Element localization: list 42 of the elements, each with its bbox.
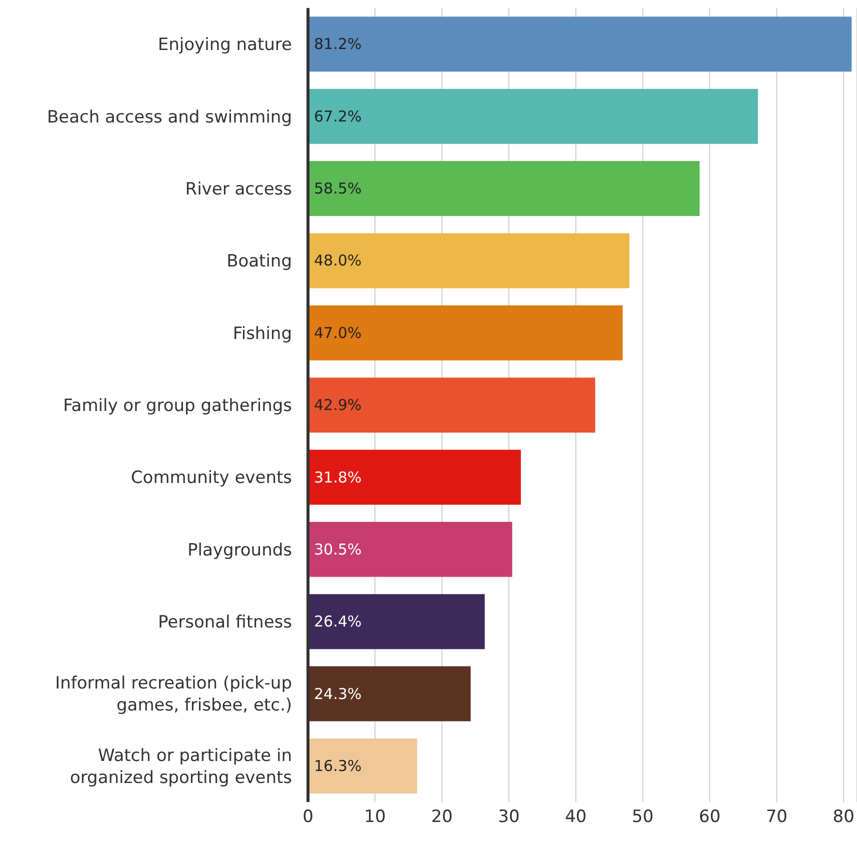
y-tick-label: Personal fitness — [158, 612, 292, 633]
bar — [308, 305, 623, 360]
y-tick-label: River access — [185, 179, 292, 200]
data-label: 47.0% — [314, 324, 362, 342]
bar — [308, 161, 700, 216]
data-label: 26.4% — [314, 612, 362, 631]
bar — [308, 738, 418, 794]
data-label: 58.5% — [314, 180, 362, 198]
data-label: 42.9% — [314, 396, 362, 414]
data-label: 24.3% — [314, 684, 362, 703]
x-tick-label: 20 — [431, 807, 453, 828]
data-label: 30.5% — [314, 540, 362, 558]
bar — [308, 378, 596, 433]
bar — [308, 88, 758, 144]
data-label: 67.2% — [314, 107, 362, 126]
bar — [308, 522, 512, 577]
y-tick-label: Family or group gatherings — [63, 396, 292, 416]
bar — [308, 666, 471, 722]
data-label: 81.2% — [314, 35, 362, 54]
x-tick-label: 60 — [698, 807, 721, 828]
bar — [308, 594, 485, 650]
data-label: 48.0% — [314, 252, 362, 270]
x-tick-label: 30 — [498, 807, 520, 828]
x-tick-label: 40 — [564, 807, 587, 828]
bar — [308, 233, 630, 288]
bar — [308, 16, 852, 72]
y-tick-label: Boating — [226, 252, 292, 272]
y-tick-label: Watch or participate in organized sporting events — [70, 746, 292, 788]
y-tick-label: Beach access and swimming — [46, 107, 292, 128]
data-label: 31.8% — [314, 468, 362, 486]
x-tick-label: 80 — [832, 807, 854, 828]
y-tick-label: Community events — [130, 468, 292, 488]
x-tick-label: 50 — [632, 807, 654, 828]
x-tick-label: 0 — [302, 807, 314, 828]
bar — [308, 450, 521, 505]
x-tick-label: 70 — [766, 807, 788, 828]
y-tick-label: Enjoying nature — [158, 35, 292, 56]
y-tick-label: Playgrounds — [188, 540, 292, 560]
data-label: 16.3% — [314, 756, 362, 775]
y-tick-label: Informal recreation (pick-up games, frisbee, etc.) — [55, 674, 292, 716]
x-tick-label: 10 — [364, 807, 386, 828]
y-tick-label: Fishing — [232, 324, 292, 344]
